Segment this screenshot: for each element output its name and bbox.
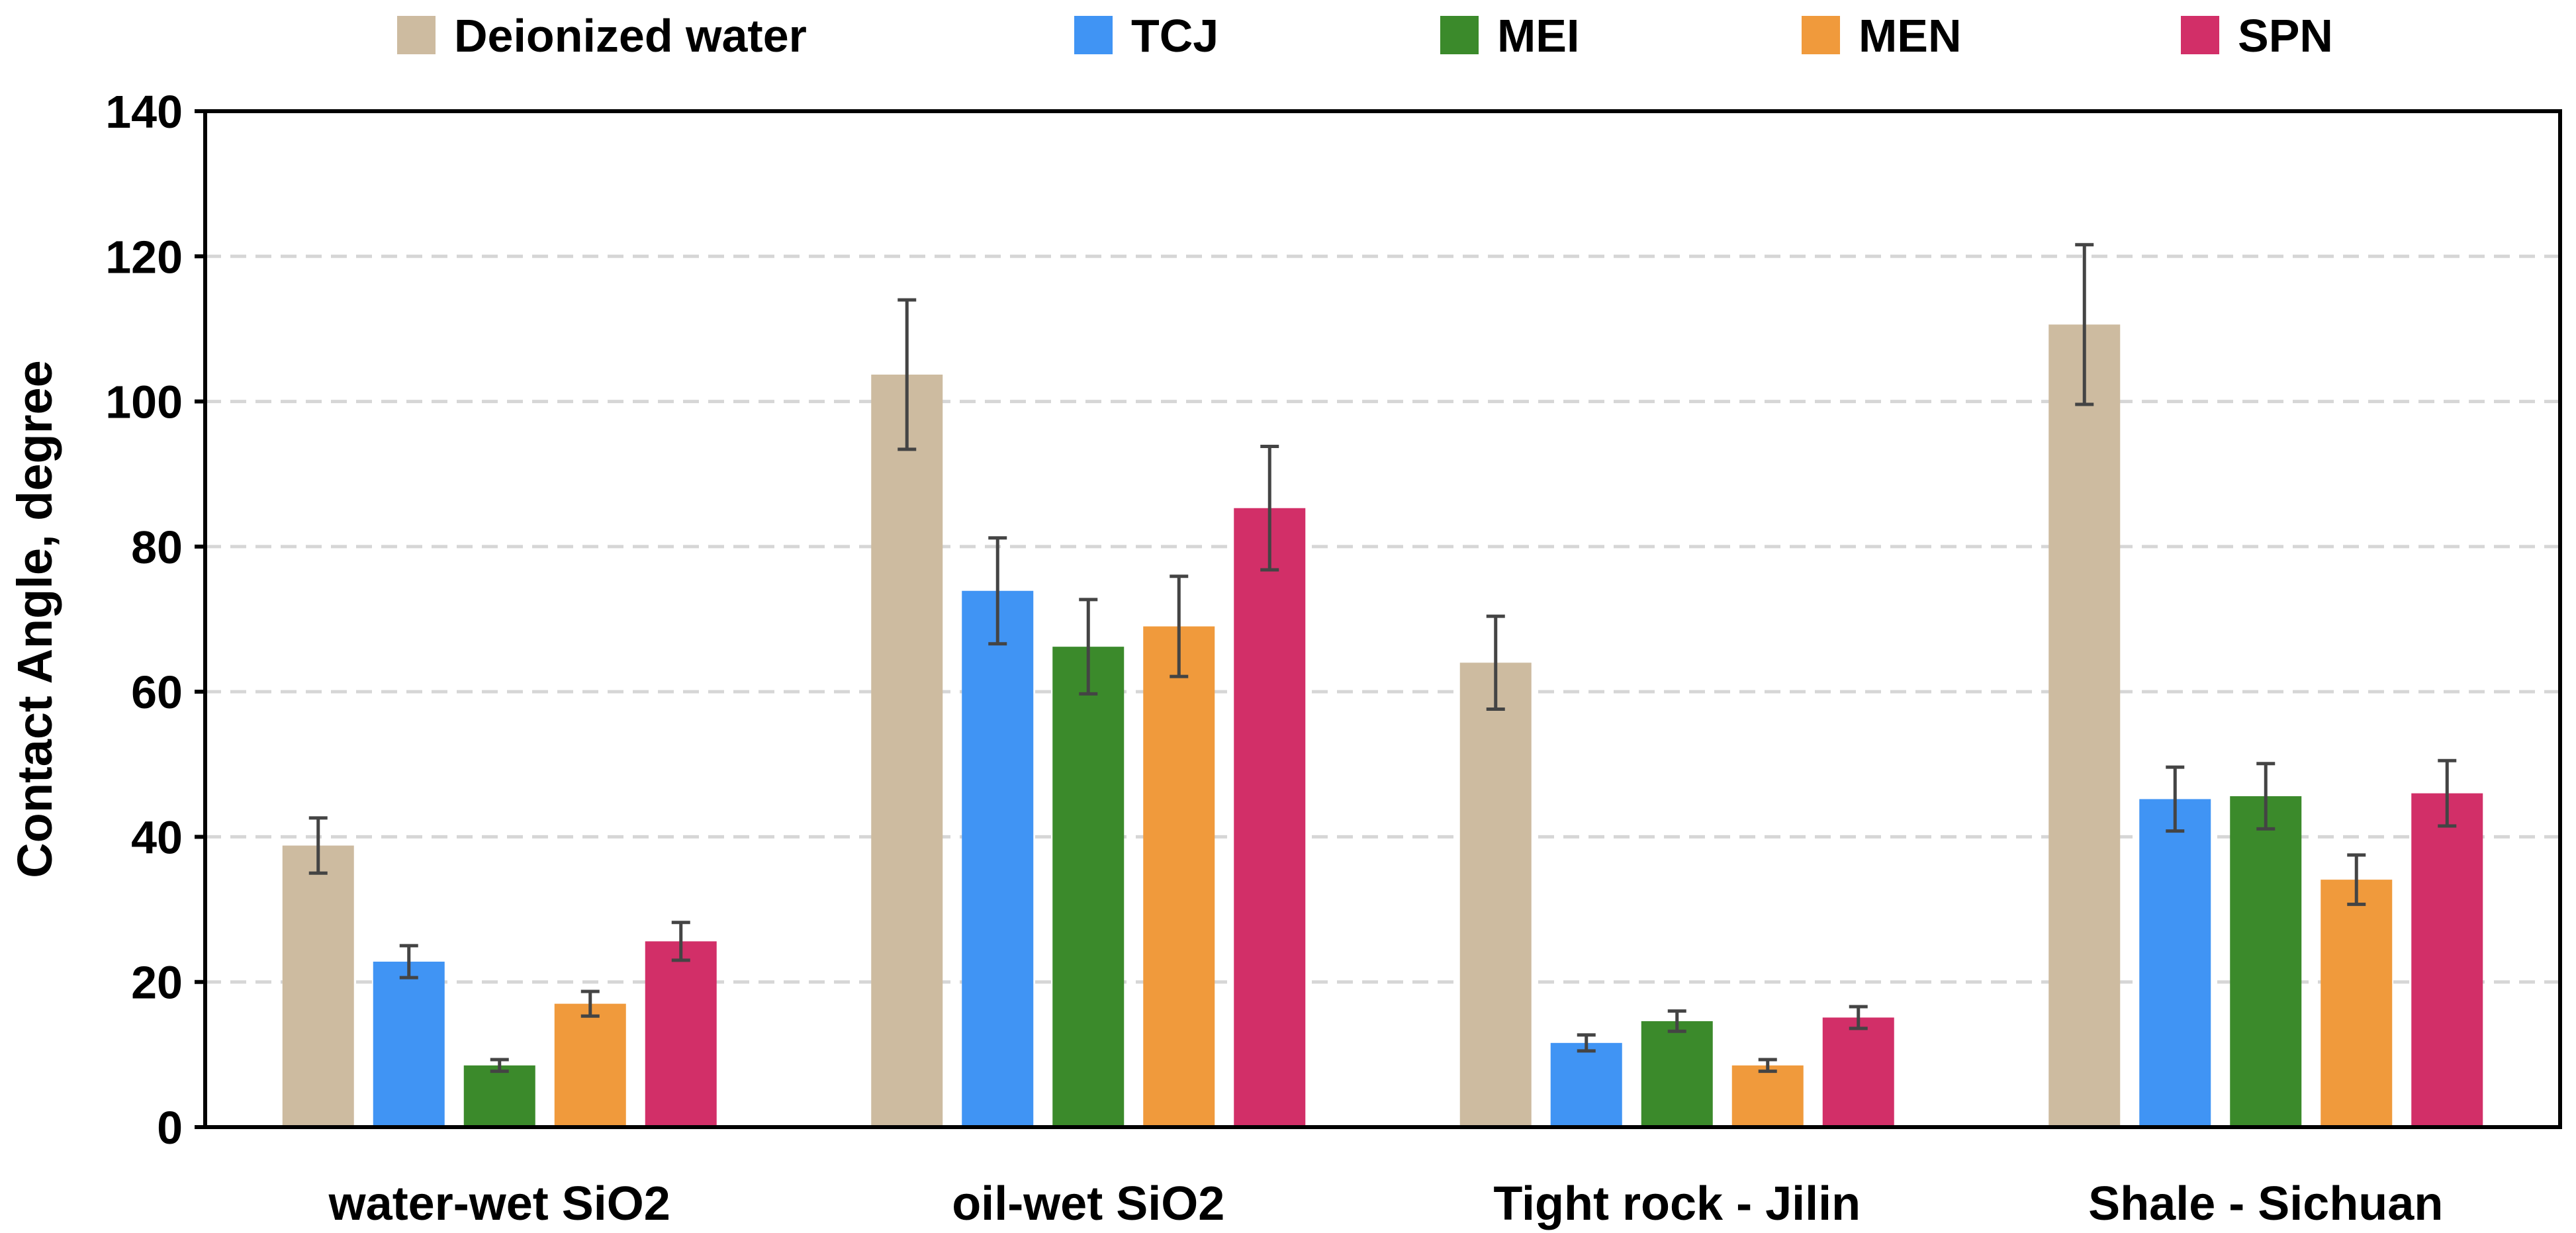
error-bar	[2075, 243, 2094, 406]
error-bar	[1079, 598, 1098, 696]
legend-item: MEI	[1440, 10, 1579, 62]
y-tick-label: 40	[131, 811, 183, 863]
legend-label: MEI	[1497, 10, 1579, 62]
x-tick-label: Shale - Sichuan	[2088, 1177, 2443, 1230]
legend-swatch	[1802, 16, 1840, 54]
axes	[195, 109, 2562, 1129]
legend-swatch	[2181, 16, 2219, 54]
error-bar	[1260, 445, 1279, 572]
legend-item: TCJ	[1074, 10, 1219, 62]
bar	[1550, 1042, 1622, 1127]
bar	[2139, 799, 2211, 1127]
bar	[1641, 1021, 1713, 1127]
error-bar	[1170, 574, 1189, 678]
bar	[554, 1003, 626, 1127]
error-bar	[1577, 1033, 1596, 1053]
bar	[1052, 647, 1125, 1127]
bar	[1731, 1065, 1804, 1127]
legend-label: TCJ	[1131, 10, 1219, 62]
y-tick-label: 120	[105, 231, 183, 283]
x-tick-label: oil-wet SiO2	[952, 1177, 1224, 1230]
y-tick-labels: 0 20 40 60 80 100 120 140	[105, 86, 183, 1154]
bar-series	[282, 324, 2483, 1128]
bar	[282, 845, 354, 1127]
legend: Deionized water TCJ MEI MEN SPN	[397, 10, 2333, 62]
error-bar	[490, 1058, 509, 1073]
bar	[1459, 662, 1532, 1127]
category-labels: water-wet SiO2 oil-wet SiO2 Tight rock - J…	[328, 1177, 2444, 1230]
y-tick-label: 0	[157, 1102, 183, 1154]
bar	[2411, 793, 2483, 1127]
legend-label: SPN	[2238, 10, 2333, 62]
bar	[871, 375, 943, 1127]
error-bar	[1486, 614, 1505, 711]
legend-item: MEN	[1802, 10, 1962, 62]
y-tick-label: 20	[131, 957, 183, 1009]
legend-item: SPN	[2181, 10, 2333, 62]
error-bar	[897, 298, 917, 451]
error-bar	[2347, 853, 2366, 906]
bar	[1234, 508, 1306, 1127]
bar	[962, 590, 1034, 1127]
error-bar	[1758, 1058, 1777, 1073]
y-tick-label: 60	[131, 666, 183, 718]
bar	[373, 962, 445, 1127]
bar	[2321, 880, 2393, 1127]
error-bar	[988, 536, 1007, 646]
y-tick-label: 100	[105, 377, 183, 428]
bar	[1822, 1017, 1894, 1127]
legend-item: Deionized water	[397, 10, 807, 62]
legend-label: MEN	[1859, 10, 1962, 62]
error-bar	[2438, 758, 2457, 828]
error-bar	[1849, 1005, 1868, 1030]
legend-label: Deionized water	[454, 10, 807, 62]
bar	[1143, 626, 1215, 1127]
error-bar	[308, 816, 328, 875]
y-tick-label: 140	[105, 86, 183, 138]
legend-swatch	[397, 16, 436, 54]
error-bar	[580, 989, 600, 1018]
x-tick-label: Tight rock - Jilin	[1493, 1177, 1861, 1230]
bar	[645, 941, 717, 1127]
error-bars	[308, 243, 2457, 1073]
x-tick-label: water-wet SiO2	[328, 1177, 670, 1230]
legend-swatch	[1440, 16, 1479, 54]
y-tick-label: 80	[131, 522, 183, 573]
legend-swatch	[1074, 16, 1113, 54]
error-bar	[1667, 1009, 1686, 1033]
error-bar	[399, 944, 418, 980]
error-bar	[2166, 765, 2185, 833]
bar	[2230, 796, 2302, 1127]
plot-frame	[203, 109, 2562, 1129]
error-bar	[671, 921, 690, 962]
y-axis-title: Contact Angle, degree	[7, 360, 62, 878]
bar	[463, 1065, 535, 1127]
error-bar	[2256, 762, 2276, 831]
bar	[2048, 324, 2121, 1128]
